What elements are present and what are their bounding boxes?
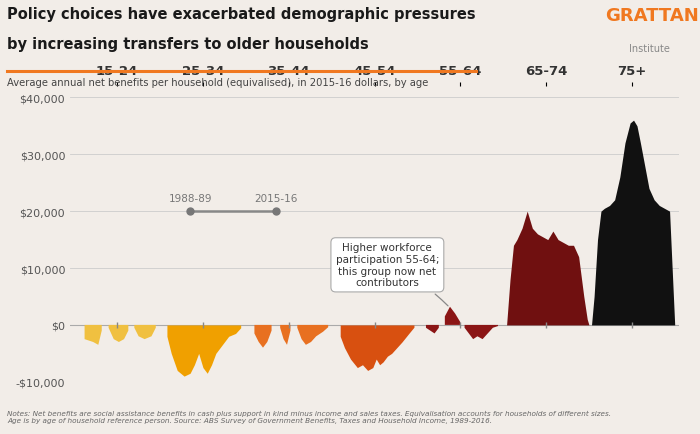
Text: Higher workforce
participation 55-64;
this group now net
contributors: Higher workforce participation 55-64; th… [335, 243, 448, 306]
Text: GRATTAN: GRATTAN [606, 7, 699, 24]
Text: 1988-89: 1988-89 [168, 193, 212, 203]
Text: by increasing transfers to older households: by increasing transfers to older househo… [7, 37, 369, 52]
Text: Institute: Institute [629, 43, 669, 53]
Text: Average annual net benefits per household (equivalised), in 2015-16 dollars, by : Average annual net benefits per househol… [7, 78, 428, 88]
Text: Notes: Net benefits are social assistance benefits in cash plus support in kind : Notes: Net benefits are social assistanc… [7, 410, 611, 423]
Text: Policy choices have exacerbated demographic pressures: Policy choices have exacerbated demograp… [7, 7, 475, 21]
Text: 2015-16: 2015-16 [254, 193, 298, 203]
